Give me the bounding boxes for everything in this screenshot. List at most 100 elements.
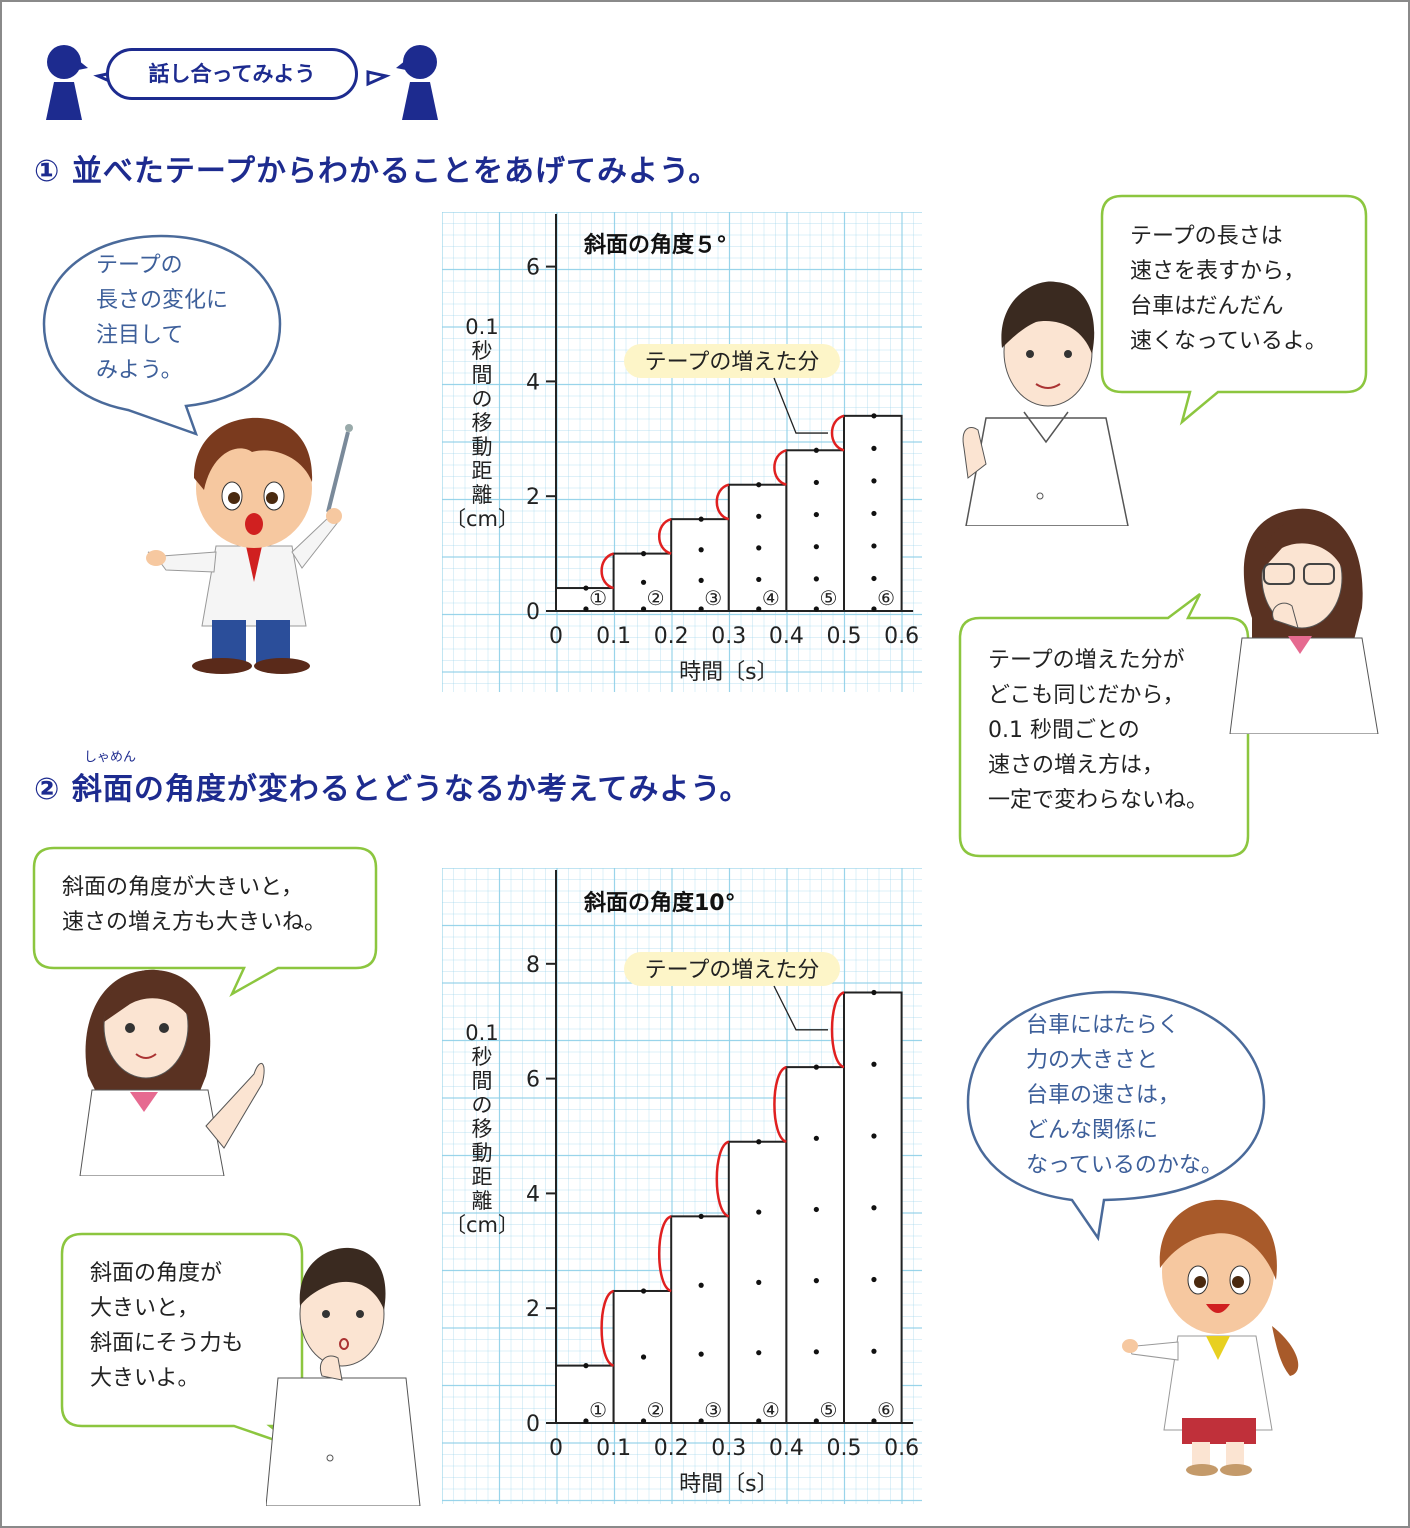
increase-bracket — [657, 517, 672, 555]
discussion-badge: 話し合ってみよう — [106, 48, 358, 100]
annotation-pointer — [773, 985, 828, 1031]
bubble-text-girl-glasses: テープの増えた分が どこも同じだから， 0.1 秒間ごとの 速さの増え方は， 一… — [988, 648, 1209, 813]
x-tick-label: 0.3 — [711, 624, 746, 649]
speech-bubble-girl-left — [32, 846, 378, 997]
tape-number-label: ② — [647, 586, 665, 610]
tape-dot — [813, 544, 819, 550]
tape-dot — [756, 513, 762, 519]
y-tick-label: 6 — [526, 1068, 540, 1093]
tape-dot — [698, 1351, 704, 1357]
increase-bracket — [830, 414, 845, 452]
y-axis-label-char: 距 — [472, 459, 493, 483]
x-tick-label: 0.6 — [884, 624, 919, 649]
boy-student-bottom-illustration — [266, 1247, 421, 1506]
speech-bubble-teacher-right — [966, 990, 1266, 1242]
tape-dot — [640, 551, 647, 557]
increase-bracket — [715, 483, 730, 521]
chart-angle-5: 0 2 4 6 0 0.1 0.2 0.3 0.4 0.5 0.6 ① ② ③ ④ ⑤ ⑥ 斜面の角度５° テープの… — [442, 212, 922, 692]
y-tick-label: 6 — [526, 256, 540, 281]
annotation-background — [624, 952, 840, 986]
tape-dot — [698, 1213, 704, 1219]
x-tick-label: 0.2 — [654, 624, 689, 649]
boy-student-top-illustration — [962, 281, 1129, 526]
tape-number-label: ④ — [762, 1398, 780, 1422]
tape-dot — [871, 510, 877, 517]
x-tick-label: 0.2 — [654, 1436, 689, 1461]
tape-bar — [785, 1066, 845, 1424]
increase-bracket — [715, 1140, 730, 1218]
y-axis-label-char: 離 — [472, 483, 493, 507]
tape-number-label: ⑥ — [877, 586, 895, 610]
tape-number-label: ⑤ — [819, 1398, 837, 1422]
tape-dot — [813, 1135, 819, 1141]
tape-dot — [871, 1418, 877, 1424]
y-axis-label-char: 動 — [472, 1141, 493, 1165]
y-axis-label-char: 〔cm〕 — [445, 507, 519, 531]
tape-dot — [871, 445, 877, 451]
y-axis-label-char: の — [472, 387, 493, 411]
tape-bar — [670, 1215, 730, 1424]
tape-dot — [756, 1209, 762, 1215]
tape-dot — [813, 447, 819, 453]
tape-number-label: ② — [647, 1398, 665, 1422]
increase-bracket — [657, 1215, 672, 1293]
speech-bubble-girl-glasses — [958, 593, 1250, 858]
girl-glasses-illustration — [1229, 508, 1379, 734]
tape-dot — [698, 577, 704, 583]
tape-dot — [871, 1348, 877, 1354]
tape-number-label: ⑥ — [877, 1398, 895, 1422]
bubble-text-boy-bottom: 斜面の角度が 大きいと， 斜面にそう力も 大きいよ。 — [90, 1261, 244, 1391]
annotation-label: テープの増えた分 — [645, 350, 820, 375]
tape-dot — [813, 1349, 819, 1355]
tape-dot — [698, 1282, 704, 1288]
tape-number-label: ③ — [704, 1398, 722, 1422]
tape-dot — [583, 585, 589, 591]
bubble-text-teacher-left: テープの 長さの変化に 注目して みよう。 — [96, 253, 229, 383]
x-tick-label: 0.1 — [596, 1436, 631, 1461]
increase-bracket — [773, 1065, 788, 1143]
tape-dot — [871, 413, 877, 419]
y-axis-label-char: 離 — [472, 1189, 493, 1213]
tape-number-label: ① — [589, 1398, 607, 1422]
x-tick-label: 0.5 — [827, 624, 862, 649]
x-axis-label: 時間〔s〕 — [679, 660, 778, 685]
girl-student-left-illustration — [79, 969, 265, 1176]
x-tick-label: 0 — [549, 1436, 563, 1461]
chart-title: 斜面の角度５° — [583, 232, 727, 258]
y-tick-label: 0 — [526, 1412, 540, 1437]
y-tick-label: 4 — [526, 1182, 540, 1207]
y-axis-label-char: 移 — [472, 1117, 493, 1141]
tape-dot — [756, 1139, 762, 1145]
tape-dot — [583, 1363, 589, 1369]
tape-dot — [640, 579, 647, 585]
tape-dot — [640, 1354, 647, 1360]
tape-number-label: ④ — [762, 586, 780, 610]
tape-dot — [756, 1418, 762, 1424]
y-tick-label: 0 — [526, 600, 540, 625]
tape-number-label: ③ — [704, 586, 722, 610]
teacher-female-illustration — [1122, 1199, 1299, 1476]
y-axis-label-char: の — [472, 1093, 493, 1117]
tape-dot — [640, 1288, 647, 1294]
tape-dot — [813, 1278, 819, 1284]
y-axis-label-char: 〔cm〕 — [445, 1213, 519, 1237]
x-tick-label: 0.1 — [596, 624, 631, 649]
bubble-text-teacher-right: 台車にはたらく 力の大きさと 台車の速さは， どんな関係に なっているのかな。 — [1026, 1013, 1223, 1178]
tape-dot — [756, 1279, 762, 1285]
tape-bar — [555, 1364, 615, 1425]
speech-bubble-teacher-left — [42, 234, 282, 437]
section2-ruby: しゃめん — [84, 750, 137, 765]
tape-bar — [670, 518, 730, 612]
y-axis-label-char: 秒 — [472, 1045, 493, 1069]
x-tick-label: 0.5 — [827, 1436, 862, 1461]
tape-dot — [813, 576, 819, 582]
tape-dot — [583, 606, 589, 612]
y-axis-label-char: 間 — [472, 1069, 493, 1093]
tape-dot — [698, 1418, 704, 1424]
tape-number-label: ⑤ — [819, 586, 837, 610]
tape-dot — [813, 1418, 819, 1424]
increase-bracket — [600, 552, 615, 590]
tape-dot — [756, 606, 762, 612]
tape-dot — [756, 576, 762, 583]
